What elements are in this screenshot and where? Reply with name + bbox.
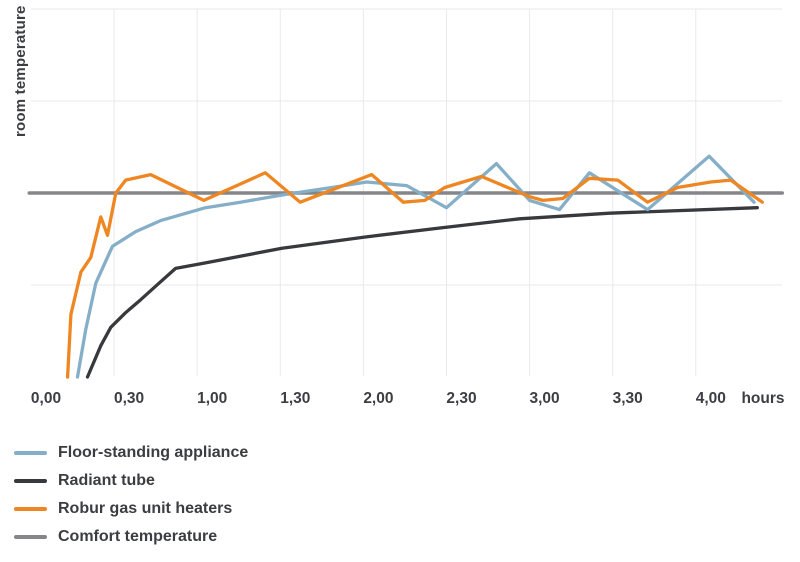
x-tick-label: 2,00 — [363, 390, 393, 407]
legend-item-floor-standing-appliance: Floor-standing appliance — [14, 443, 248, 463]
chart-legend: Floor-standing appliance Radiant tube Ro… — [14, 443, 248, 547]
legend-swatch-robur-gas-unit-heaters — [14, 507, 47, 511]
x-tick-label: 4,00 — [696, 390, 726, 407]
x-tick-label: 1,30 — [280, 390, 310, 407]
x-tick-label: 2,30 — [446, 390, 476, 407]
legend-label: Robur gas unit heaters — [58, 500, 233, 517]
legend-swatch-radiant-tube — [14, 479, 47, 483]
temperature-line-chart-canvas: 0,00 0,30 1,00 1,30 2,00 2,30 3,00 3,30 4,00 hour… — [27, 8, 785, 407]
x-axis-unit-label: hours — [741, 390, 784, 407]
legend-item-comfort-temperature: Comfort temperature — [14, 527, 248, 547]
legend-item-radiant-tube: Radiant tube — [14, 471, 248, 491]
x-tick-label: 3,30 — [613, 390, 643, 407]
legend-item-robur-gas-unit-heaters: Robur gas unit heaters — [14, 499, 248, 519]
x-tick-label: 1,00 — [197, 390, 227, 407]
legend-label: Comfort temperature — [58, 528, 218, 545]
legend-swatch-comfort-temperature — [14, 535, 47, 539]
y-axis-label: room temperature — [12, 5, 29, 137]
legend-label: Radiant tube — [58, 472, 155, 489]
legend-swatch-floor-standing-appliance — [14, 451, 47, 455]
x-tick-label: 0,30 — [114, 390, 144, 407]
legend-label: Floor-standing appliance — [58, 444, 249, 461]
x-tick-label: 3,00 — [530, 390, 560, 407]
series-line-radiant-tube — [85, 206, 759, 379]
series-line-robur-gas-unit-heaters — [65, 171, 764, 379]
x-tick-label: 0,00 — [31, 390, 61, 407]
